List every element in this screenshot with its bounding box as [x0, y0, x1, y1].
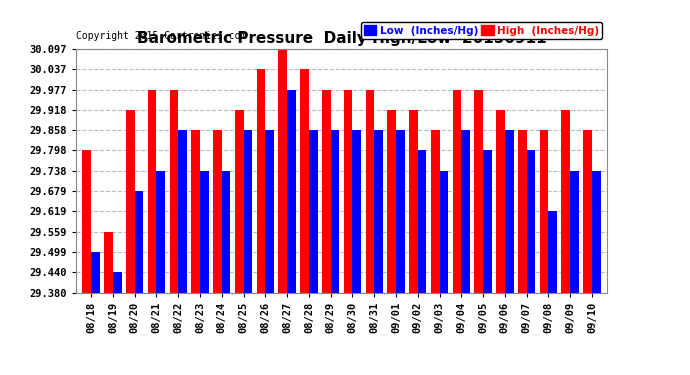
- Bar: [104, 232, 113, 292]
- Bar: [592, 171, 601, 292]
- Bar: [170, 90, 178, 292]
- Bar: [562, 110, 570, 292]
- Bar: [396, 130, 405, 292]
- Bar: [462, 130, 470, 292]
- Bar: [496, 110, 505, 292]
- Bar: [583, 130, 592, 292]
- Bar: [191, 130, 200, 292]
- Bar: [213, 130, 221, 292]
- Bar: [113, 272, 121, 292]
- Bar: [453, 90, 462, 292]
- Bar: [148, 90, 157, 292]
- Bar: [82, 150, 91, 292]
- Bar: [157, 171, 165, 292]
- Bar: [309, 130, 317, 292]
- Bar: [431, 130, 440, 292]
- Bar: [518, 130, 526, 292]
- Bar: [331, 130, 339, 292]
- Bar: [353, 130, 361, 292]
- Bar: [287, 90, 296, 292]
- Bar: [475, 90, 483, 292]
- Bar: [549, 211, 557, 292]
- Bar: [135, 191, 144, 292]
- Bar: [126, 110, 135, 292]
- Bar: [200, 171, 209, 292]
- Text: Copyright 2015 Cartronics.com: Copyright 2015 Cartronics.com: [76, 32, 246, 42]
- Bar: [257, 69, 266, 292]
- Bar: [244, 130, 253, 292]
- Bar: [344, 90, 353, 292]
- Bar: [221, 171, 230, 292]
- Bar: [440, 171, 449, 292]
- Title: Barometric Pressure  Daily High/Low  20150911: Barometric Pressure Daily High/Low 20150…: [137, 31, 546, 46]
- Bar: [540, 130, 549, 292]
- Bar: [570, 171, 579, 292]
- Bar: [409, 110, 417, 292]
- Bar: [278, 49, 287, 292]
- Bar: [366, 90, 374, 292]
- Bar: [387, 110, 396, 292]
- Bar: [526, 150, 535, 292]
- Bar: [417, 150, 426, 292]
- Bar: [505, 130, 513, 292]
- Bar: [178, 130, 187, 292]
- Bar: [374, 130, 383, 292]
- Bar: [266, 130, 274, 292]
- Bar: [235, 110, 244, 292]
- Bar: [91, 252, 100, 292]
- Bar: [300, 69, 309, 292]
- Legend: Low  (Inches/Hg), High  (Inches/Hg): Low (Inches/Hg), High (Inches/Hg): [361, 22, 602, 39]
- Bar: [483, 150, 492, 292]
- Bar: [322, 90, 331, 292]
